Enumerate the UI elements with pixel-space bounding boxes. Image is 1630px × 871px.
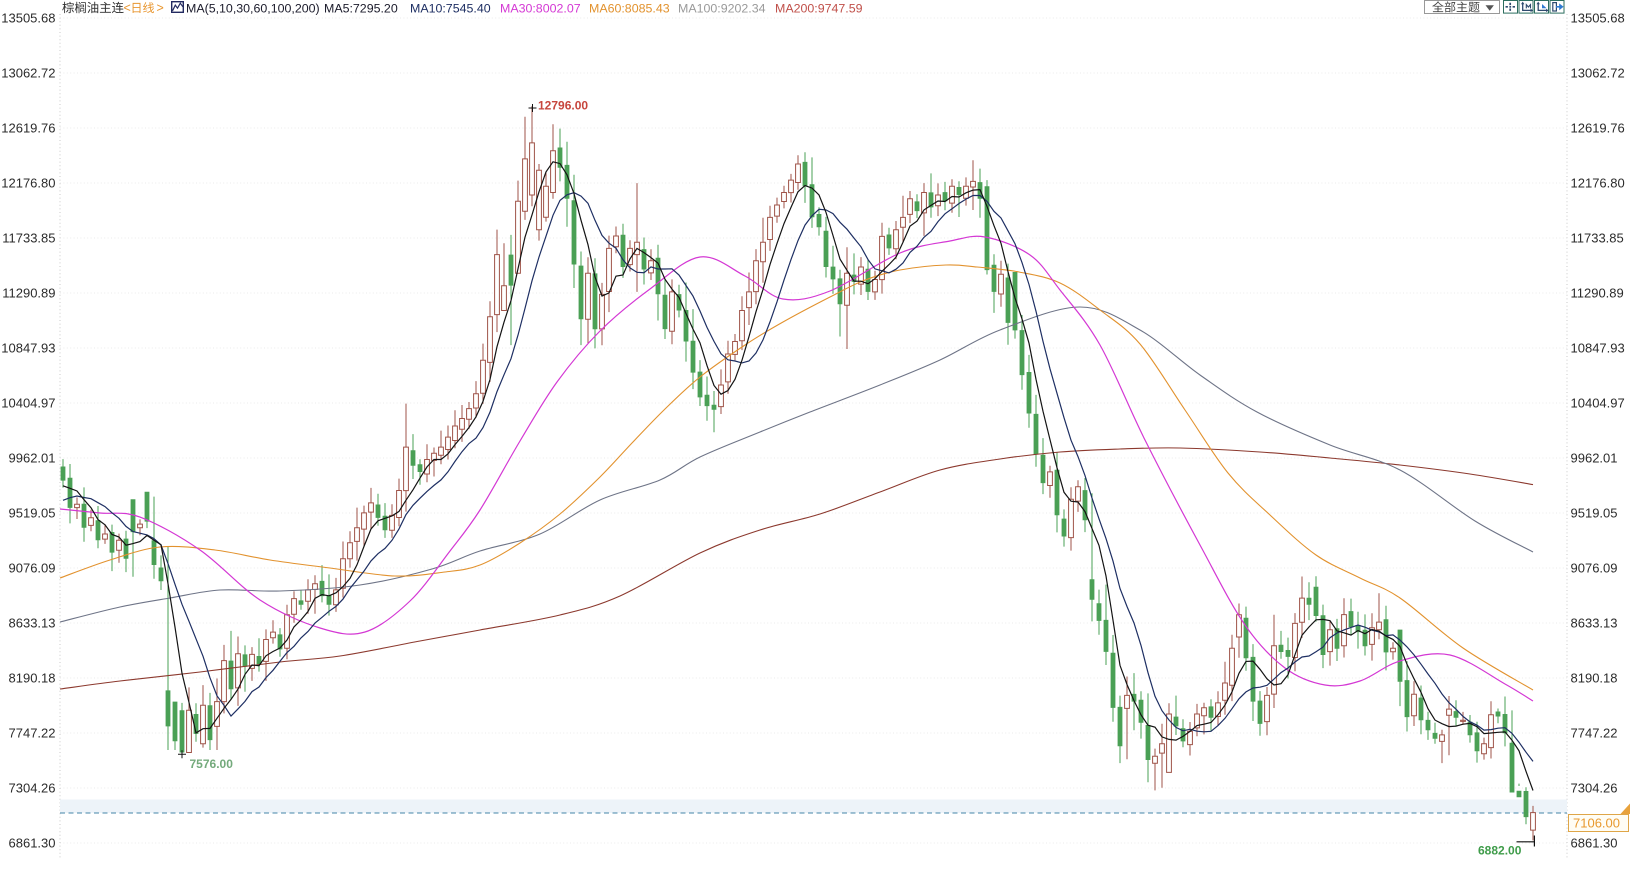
svg-text:6882.00: 6882.00: [1478, 844, 1522, 858]
svg-text:12176.80: 12176.80: [1, 176, 55, 191]
svg-text:6861.30: 6861.30: [1571, 836, 1618, 851]
svg-text:MA5:7295.20: MA5:7295.20: [324, 2, 398, 16]
svg-text:11290.89: 11290.89: [1571, 286, 1624, 301]
svg-text:MA30:8002.07: MA30:8002.07: [500, 2, 581, 16]
svg-text:MA60:8085.43: MA60:8085.43: [589, 2, 670, 16]
svg-text:12176.80: 12176.80: [1571, 176, 1625, 191]
svg-text:8190.18: 8190.18: [1571, 671, 1618, 686]
svg-text:9076.09: 9076.09: [9, 561, 56, 576]
svg-text:11733.85: 11733.85: [1571, 231, 1624, 246]
svg-text:12619.76: 12619.76: [1, 121, 55, 136]
svg-text:9519.05: 9519.05: [9, 506, 56, 521]
svg-text:9076.09: 9076.09: [1571, 561, 1618, 576]
svg-text:<: <: [124, 1, 131, 15]
svg-text:8633.13: 8633.13: [1571, 616, 1618, 631]
svg-text:11290.89: 11290.89: [2, 286, 55, 301]
svg-text:7304.26: 7304.26: [9, 781, 56, 796]
svg-text:13505.68: 13505.68: [1, 11, 55, 26]
svg-text:>: >: [157, 1, 164, 15]
svg-text:MA200:9747.59: MA200:9747.59: [775, 2, 863, 16]
svg-text:7747.22: 7747.22: [9, 726, 56, 741]
svg-text:10404.97: 10404.97: [1571, 396, 1625, 411]
svg-text:13062.72: 13062.72: [1, 66, 55, 81]
svg-text:8633.13: 8633.13: [9, 616, 56, 631]
svg-text:10847.93: 10847.93: [1571, 341, 1625, 356]
svg-text:8190.18: 8190.18: [9, 671, 56, 686]
svg-text:6861.30: 6861.30: [9, 836, 56, 851]
svg-text:7747.22: 7747.22: [1571, 726, 1618, 741]
svg-text:MA(5,10,30,60,100,200): MA(5,10,30,60,100,200): [186, 2, 320, 16]
svg-text:MA100:9202.34: MA100:9202.34: [678, 2, 766, 16]
svg-text:10404.97: 10404.97: [1, 396, 55, 411]
svg-text:13505.68: 13505.68: [1571, 11, 1625, 26]
svg-text:7576.00: 7576.00: [190, 757, 234, 771]
svg-text:7106.00: 7106.00: [1573, 816, 1620, 831]
svg-text:9962.01: 9962.01: [9, 451, 56, 466]
svg-text:MA10:7545.40: MA10:7545.40: [410, 2, 491, 16]
svg-text:13062.72: 13062.72: [1571, 66, 1625, 81]
svg-text:10847.93: 10847.93: [1, 341, 55, 356]
svg-text:7304.26: 7304.26: [1571, 781, 1618, 796]
svg-text:9519.05: 9519.05: [1571, 506, 1618, 521]
svg-text:12796.00: 12796.00: [538, 99, 588, 113]
svg-text:12619.76: 12619.76: [1571, 121, 1625, 136]
svg-text:11733.85: 11733.85: [2, 231, 55, 246]
svg-text:9962.01: 9962.01: [1571, 451, 1618, 466]
